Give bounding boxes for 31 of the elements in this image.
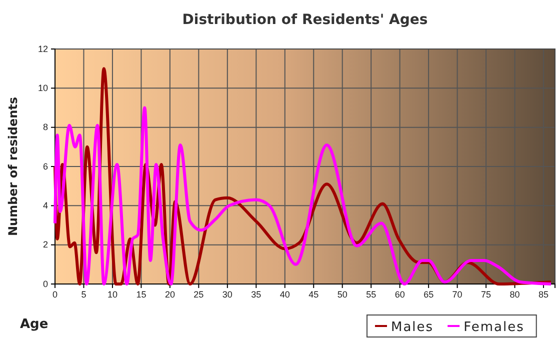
x-tick-label: 50 bbox=[337, 289, 348, 300]
x-tick-label: 20 bbox=[164, 289, 175, 300]
chart-title: Distribution of Residents' Ages bbox=[182, 12, 428, 28]
x-tick-label: 75 bbox=[481, 289, 492, 300]
x-tick-label: 65 bbox=[424, 289, 434, 300]
x-axis-title: Age bbox=[20, 317, 48, 332]
y-tick-label: 8 bbox=[42, 122, 48, 132]
y-tick-label: 0 bbox=[42, 278, 48, 289]
x-tick-label: 55 bbox=[366, 289, 376, 300]
y-tick-label: 10 bbox=[38, 83, 48, 94]
y-tick-label: 6 bbox=[42, 161, 48, 172]
x-tick-label: 85 bbox=[538, 289, 549, 300]
y-tick-label: 12 bbox=[38, 44, 48, 54]
x-tick-label: 35 bbox=[251, 289, 262, 300]
y-tick-label: 2 bbox=[42, 240, 48, 250]
x-tick-label: 0 bbox=[52, 289, 58, 300]
x-tick-label: 70 bbox=[452, 289, 462, 300]
y-axis-title: Number of residents bbox=[6, 96, 20, 236]
legend-label: Males bbox=[391, 320, 434, 335]
x-tick-label: 15 bbox=[136, 289, 146, 300]
x-tick-label: 30 bbox=[222, 289, 232, 300]
x-tick-label: 45 bbox=[308, 289, 319, 300]
x-tick-label: 60 bbox=[394, 289, 405, 300]
x-tick-label: 40 bbox=[280, 289, 290, 300]
line-series bbox=[54, 106, 552, 286]
x-tick-label: 5 bbox=[81, 289, 86, 300]
legend-label: Females bbox=[464, 320, 524, 335]
y-tick-label: 4 bbox=[42, 200, 48, 211]
x-tick-label: 80 bbox=[510, 289, 520, 300]
x-tick-label: 25 bbox=[194, 289, 204, 300]
x-tick-label: 10 bbox=[107, 289, 118, 300]
